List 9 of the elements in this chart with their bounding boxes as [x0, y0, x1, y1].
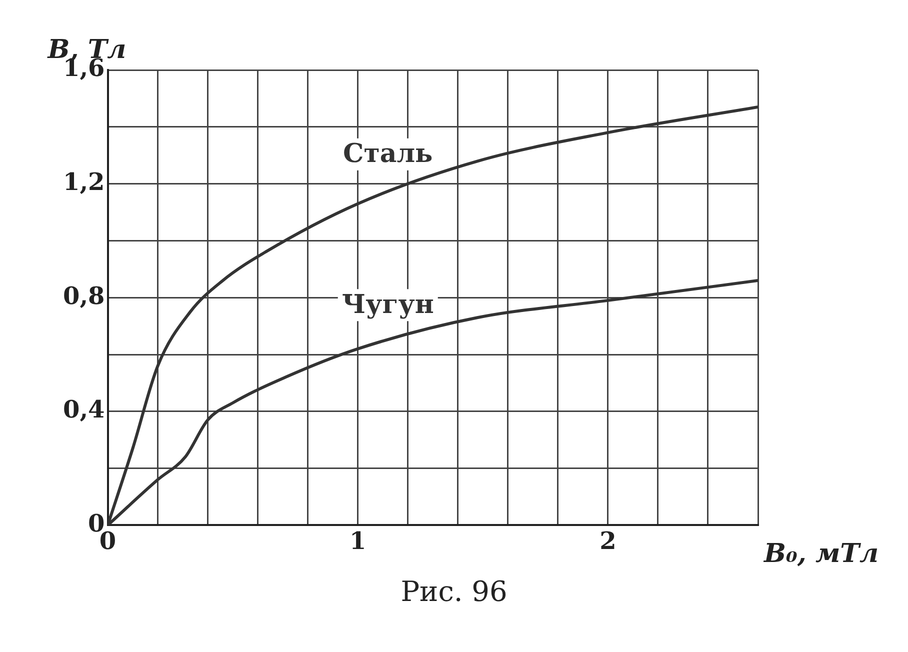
y-tick-label: 0,4 — [62, 394, 105, 424]
x-axis-title: B₀, мТл — [763, 538, 879, 569]
series-label: Сталь — [343, 139, 433, 170]
y-tick-label: 0,8 — [62, 280, 105, 310]
series-label: Чугун — [342, 290, 434, 320]
x-tick-label: 2 — [600, 526, 616, 555]
text: Рис. 96 — [400, 575, 508, 608]
y-tick-label: 1,2 — [62, 167, 105, 196]
x-tick-label: 1 — [349, 526, 366, 555]
